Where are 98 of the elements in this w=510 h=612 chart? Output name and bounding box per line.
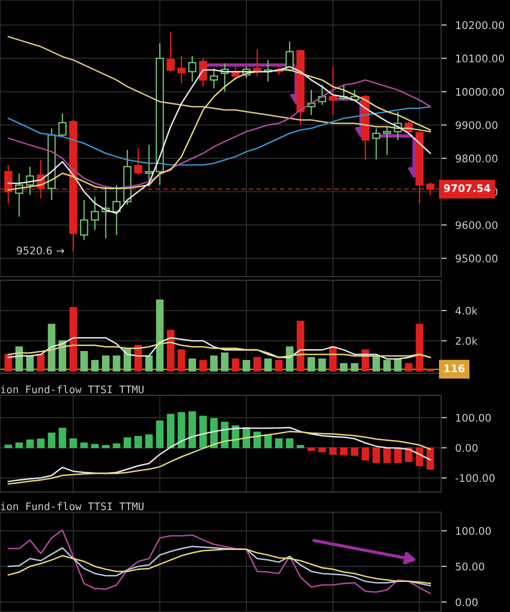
candlestick <box>90 196 99 231</box>
bar <box>69 307 78 372</box>
bar <box>178 412 186 448</box>
candlestick <box>177 55 186 84</box>
bar <box>394 358 402 372</box>
bar <box>372 356 380 372</box>
bar <box>26 440 34 448</box>
bar <box>416 324 424 372</box>
bar <box>275 360 283 372</box>
y-tick-label: 100.00 <box>456 414 491 422</box>
bar <box>253 357 261 372</box>
bar <box>404 363 412 372</box>
bar <box>296 444 304 448</box>
bar <box>275 438 283 448</box>
bar <box>15 442 23 448</box>
line-series <box>8 342 432 358</box>
candlestick <box>188 55 196 82</box>
bar <box>350 363 358 372</box>
bar <box>91 360 99 372</box>
line-series <box>8 529 432 594</box>
bar <box>112 443 120 448</box>
candlestick <box>372 128 380 160</box>
bar <box>91 444 99 448</box>
y-tick-label: 9900.00 <box>456 121 498 130</box>
bar <box>362 447 370 461</box>
bar <box>69 438 78 448</box>
y-tick-label: 2.0k <box>456 336 478 345</box>
y-tick-label: 4.0k <box>456 306 478 315</box>
bar <box>166 330 174 372</box>
bar <box>340 363 348 372</box>
y-tick-label: 9600.00 <box>456 221 498 230</box>
bar <box>286 438 294 448</box>
y-tick-label: 100.00 <box>456 526 491 535</box>
bar <box>242 360 250 372</box>
bar <box>416 447 424 466</box>
bar <box>4 444 12 448</box>
y-tick-label: 10200.00 <box>456 21 504 30</box>
bar <box>4 354 12 372</box>
bar <box>253 432 261 448</box>
bar <box>145 434 153 448</box>
bar <box>48 432 56 448</box>
bar <box>199 360 207 372</box>
bar <box>48 324 56 372</box>
bar <box>318 447 326 452</box>
bar <box>220 352 229 372</box>
bar <box>37 354 45 372</box>
bar <box>264 434 272 448</box>
ref-line-label: 9707.54 <box>444 184 490 192</box>
bar <box>210 356 218 372</box>
bar <box>318 358 326 372</box>
bar <box>264 358 272 372</box>
candlestick <box>112 184 121 236</box>
bar <box>26 356 34 372</box>
candlestick <box>328 66 338 116</box>
bar <box>58 428 66 448</box>
bar <box>308 447 316 451</box>
bar <box>383 360 391 372</box>
bar <box>102 444 110 448</box>
bar <box>166 414 174 448</box>
bar <box>156 420 164 448</box>
y-tick-label: 9800.00 <box>456 154 498 162</box>
bar <box>145 356 153 372</box>
candlestick <box>144 144 154 188</box>
y-tick-label: -100.00 <box>456 474 495 482</box>
bar <box>156 300 164 372</box>
bar <box>124 437 132 448</box>
bar <box>102 356 110 372</box>
bar <box>80 442 88 448</box>
bar <box>372 447 380 463</box>
bar <box>394 447 402 463</box>
text: ion Fund-flow TTSI TTMU <box>0 385 144 394</box>
bar <box>80 350 88 372</box>
bar <box>296 320 304 372</box>
y-tick-label: 0.00 <box>456 598 478 606</box>
annotation: 9520.6 → <box>16 246 64 254</box>
line-series <box>8 36 432 132</box>
y-tick-label: 9500.00 <box>456 254 498 262</box>
bar <box>308 357 316 372</box>
bar <box>37 438 45 448</box>
y-tick-label: 50.00 <box>456 562 484 571</box>
bar <box>134 436 142 448</box>
bar <box>178 349 186 372</box>
line-series <box>8 106 432 166</box>
bar <box>232 358 240 372</box>
bar <box>112 356 120 372</box>
bar <box>426 447 434 470</box>
text: ion Fund-flow TTSI TTMU <box>0 502 144 510</box>
bar <box>340 447 348 456</box>
bar <box>383 447 391 463</box>
ref-line-label: 116 <box>444 364 465 372</box>
y-tick-label: 10000.00 <box>456 88 504 96</box>
bar <box>188 358 196 372</box>
y-tick-label: 10100.00 <box>456 54 504 62</box>
bar <box>329 447 337 455</box>
bar <box>188 411 196 448</box>
bar <box>199 416 207 448</box>
y-tick-label: 0.00 <box>456 444 478 452</box>
bar <box>350 447 358 456</box>
